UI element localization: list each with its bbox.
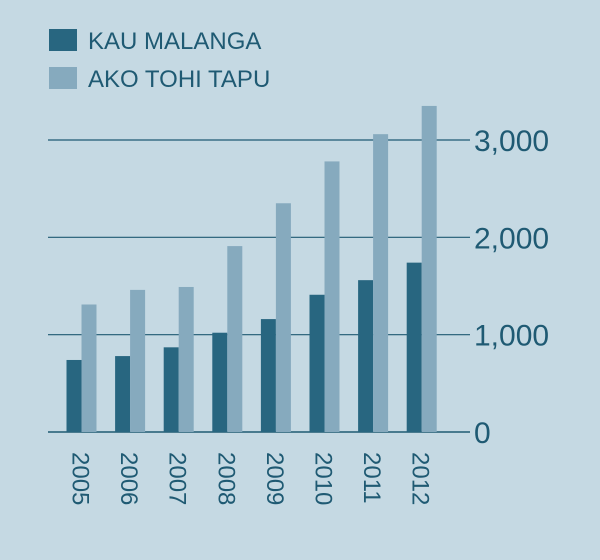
x-tick-label: 2005 bbox=[67, 452, 94, 505]
x-tick-label: 2007 bbox=[164, 452, 191, 505]
bars bbox=[66, 105, 437, 432]
x-tick-label: 2006 bbox=[115, 452, 142, 505]
bar-kau-malanga-2008 bbox=[212, 332, 228, 432]
bar-kau-malanga-2012 bbox=[406, 262, 422, 432]
legend-label-kau-malanga: KAU MALANGA bbox=[88, 28, 261, 55]
x-tick-label: 2012 bbox=[407, 452, 434, 505]
bar-kau-malanga-2009 bbox=[260, 319, 276, 432]
bar-ako-tohi-tapu-2007 bbox=[178, 286, 194, 432]
x-tick-label: 2008 bbox=[212, 452, 239, 505]
bar-ako-tohi-tapu-2010 bbox=[324, 161, 340, 432]
bar-kau-malanga-2006 bbox=[115, 356, 131, 432]
bar-ako-tohi-tapu-2008 bbox=[227, 246, 243, 432]
bar-kau-malanga-2010 bbox=[309, 294, 325, 432]
bar-ako-tohi-tapu-2012 bbox=[421, 105, 437, 432]
y-tick-label: 2,000 bbox=[474, 222, 549, 255]
y-axis-tick-labels: 0 1,000 2,000 3,000 bbox=[474, 125, 549, 450]
legend-swatch-kau-malanga bbox=[49, 29, 77, 51]
bar-ako-tohi-tapu-2011 bbox=[373, 134, 389, 432]
y-tick-label: 1,000 bbox=[474, 320, 549, 353]
x-tick-label: 2011 bbox=[358, 452, 385, 504]
legend-swatch-ako-tohi-tapu bbox=[49, 67, 77, 89]
legend: KAU MALANGA AKO TOHI TAPU bbox=[49, 28, 270, 93]
x-tick-label: 2009 bbox=[261, 452, 288, 505]
bar-ako-tohi-tapu-2009 bbox=[275, 203, 291, 432]
legend-label-ako-tohi-tapu: AKO TOHI TAPU bbox=[88, 66, 270, 93]
x-axis-tick-labels: 2005 2006 2007 2008 2009 2010 2011 2012 bbox=[67, 452, 434, 505]
bar-kau-malanga-2007 bbox=[163, 347, 179, 432]
bar-kau-malanga-2011 bbox=[358, 280, 374, 432]
x-tick-label: 2010 bbox=[310, 452, 337, 505]
bar-ako-tohi-tapu-2006 bbox=[130, 289, 146, 432]
y-tick-label: 3,000 bbox=[474, 125, 549, 158]
bar-ako-tohi-tapu-2005 bbox=[81, 304, 97, 432]
bar-kau-malanga-2005 bbox=[66, 359, 82, 432]
y-tick-label: 0 bbox=[474, 417, 491, 450]
